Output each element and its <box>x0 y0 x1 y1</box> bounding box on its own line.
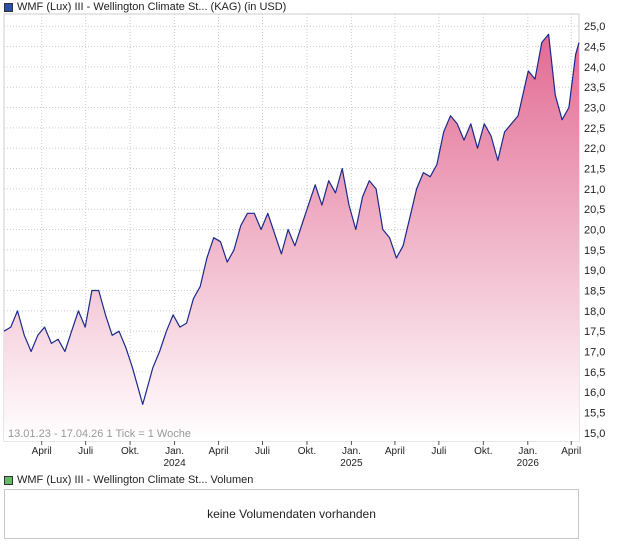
y-tick-label: 19,5 <box>584 245 605 257</box>
price-legend: WMF (Lux) III - Wellington Climate St...… <box>4 0 286 14</box>
x-tick-label: Okt. <box>298 446 316 457</box>
volume-legend-label: WMF (Lux) III - Wellington Climate St...… <box>17 474 254 486</box>
y-tick-label: 24,5 <box>584 42 605 54</box>
y-tick-label: 16,0 <box>584 387 605 399</box>
x-tick-label: April <box>209 446 229 457</box>
y-tick-label: 24,0 <box>584 62 605 74</box>
y-tick-label: 22,0 <box>584 143 605 155</box>
x-tick-label: Jan. <box>165 446 184 457</box>
volume-legend: WMF (Lux) III - Wellington Climate St...… <box>4 473 253 487</box>
volume-panel: keine Volumendaten vorhanden <box>4 489 579 539</box>
x-tick-year-label: 2024 <box>163 458 186 469</box>
y-tick-label: 18,5 <box>584 286 605 298</box>
y-tick-label: 15,0 <box>584 428 605 440</box>
x-tick-label: Juli <box>255 446 270 457</box>
y-tick-label: 23,5 <box>584 82 605 94</box>
volume-empty-message: keine Volumendaten vorhanden <box>207 507 376 521</box>
y-tick-label: 19,0 <box>584 265 605 277</box>
y-tick-label: 17,5 <box>584 326 605 338</box>
y-tick-label: 18,0 <box>584 306 605 318</box>
chart-footer-range: 13.01.23 - 17.04.26 1 Tick = 1 Woche <box>8 428 191 440</box>
y-tick-label: 22,5 <box>584 123 605 135</box>
x-tick-label: Juli <box>431 446 446 457</box>
y-tick-label: 16,5 <box>584 367 605 379</box>
x-tick-year-label: 2025 <box>340 458 363 469</box>
y-tick-label: 23,0 <box>584 103 605 115</box>
x-tick-label: Okt. <box>121 446 139 457</box>
y-tick-label: 20,5 <box>584 204 605 216</box>
price-series-swatch <box>4 2 13 12</box>
x-tick-label: April <box>32 446 52 457</box>
x-tick-label: Okt. <box>474 446 492 457</box>
price-chart: 15,0 15,5 16,0 16,5 17,0 17,5 18,0 18,5 19,0 19,5… <box>3 13 605 469</box>
y-tick-label: 17,0 <box>584 347 605 359</box>
x-tick-label: April <box>385 446 405 457</box>
x-tick-label: Jan. <box>518 446 537 457</box>
y-tick-label: 21,0 <box>584 184 605 196</box>
x-tick-label: Jan. <box>342 446 361 457</box>
x-tick-label: Juli <box>78 446 93 457</box>
y-tick-label: 15,5 <box>584 408 605 420</box>
y-tick-label: 20,0 <box>584 225 605 237</box>
price-line <box>3 33 580 405</box>
y-tick-label: 25,0 <box>584 21 605 33</box>
x-tick-year-label: 2026 <box>517 458 540 469</box>
volume-series-swatch <box>4 475 13 485</box>
y-tick-label: 21,5 <box>584 164 605 176</box>
x-tick-label: April <box>561 446 581 457</box>
price-legend-label: WMF (Lux) III - Wellington Climate St...… <box>17 1 287 13</box>
